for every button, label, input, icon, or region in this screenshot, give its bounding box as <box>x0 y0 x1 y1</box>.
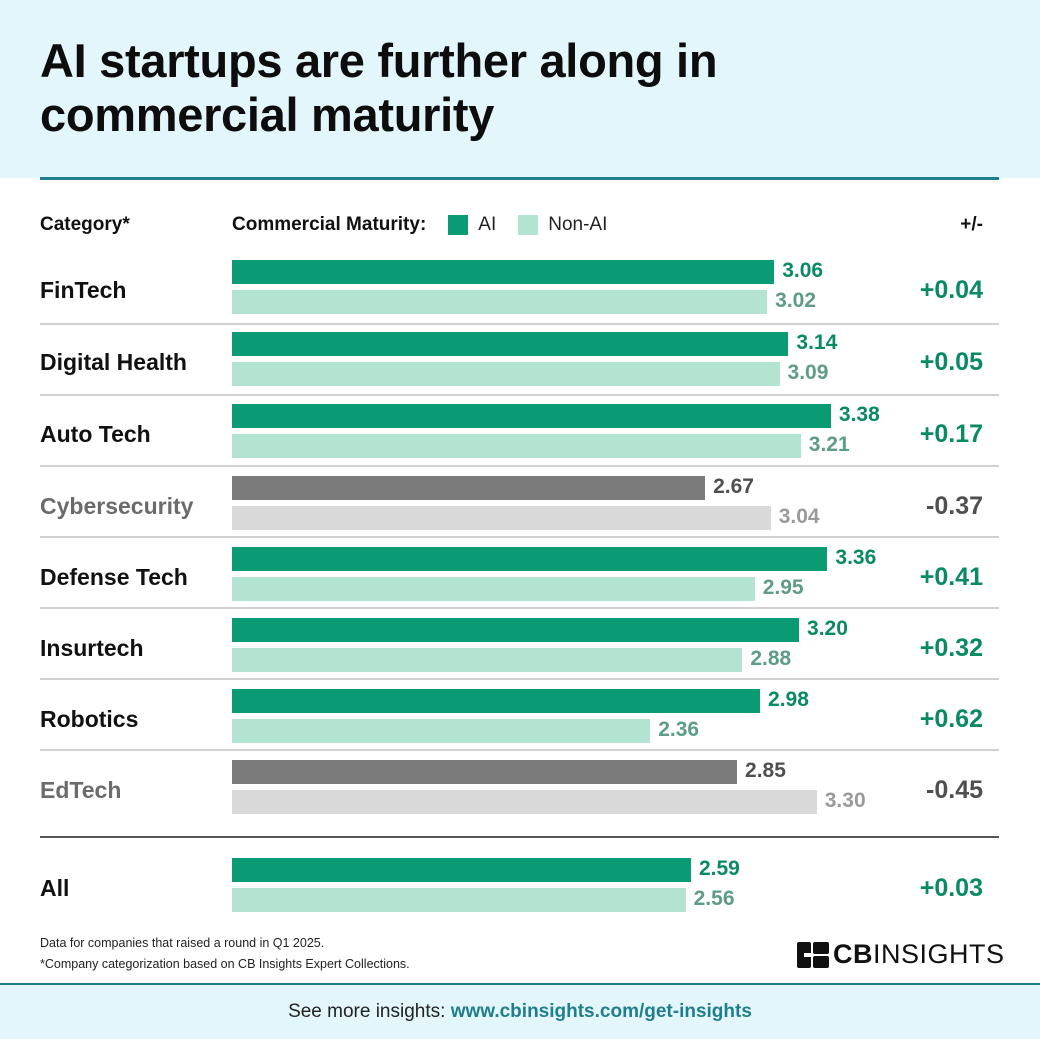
bar-nonai-insurtech <box>232 648 743 672</box>
legend-ai-label: AI <box>478 214 497 235</box>
bar-ai-robotics <box>232 689 761 713</box>
category-label-robotics: Robotics <box>40 706 139 732</box>
bar-ai-defense-tech <box>232 547 828 571</box>
bar-nonai-digital-health <box>232 362 780 386</box>
diff-robotics: +0.62 <box>919 705 983 733</box>
bar-ai-fintech <box>232 260 775 284</box>
title-divider <box>40 177 999 180</box>
diff-digital-health: +0.05 <box>919 348 983 376</box>
bar-nonai-defense-tech <box>232 577 755 601</box>
value-nonai-all: 2.56 <box>693 887 735 910</box>
bar-nonai-all <box>232 888 686 912</box>
category-label-digital-health: Digital Health <box>40 349 187 375</box>
category-header: Category* <box>40 214 130 235</box>
diff-cybersecurity: -0.37 <box>926 492 983 520</box>
bar-ai-edtech <box>232 760 738 784</box>
row-separator <box>40 678 999 680</box>
category-label-auto-tech: Auto Tech <box>40 421 151 447</box>
legend-label: Commercial Maturity: <box>232 214 427 235</box>
row-separator <box>40 536 999 538</box>
value-ai-robotics: 2.98 <box>768 688 809 711</box>
bar-nonai-auto-tech <box>232 434 801 458</box>
category-label-defense-tech: Defense Tech <box>40 564 188 590</box>
bar-nonai-fintech <box>232 290 768 314</box>
cbinsights-logo-icon <box>797 941 829 968</box>
row-separator <box>40 465 999 467</box>
bar-ai-all <box>232 858 691 882</box>
bar-ai-insurtech <box>232 618 800 642</box>
category-label-fintech: FinTech <box>40 277 127 303</box>
footer-prefix: See more insights: <box>288 1001 446 1022</box>
value-ai-digital-health: 3.14 <box>796 331 838 354</box>
category-label-cybersecurity: Cybersecurity <box>40 493 194 519</box>
footnote-categorization: *Company categorization based on CB Insi… <box>40 957 410 971</box>
diff-fintech: +0.04 <box>919 276 983 304</box>
diff-defense-tech: +0.41 <box>919 563 983 591</box>
value-ai-defense-tech: 3.36 <box>835 546 877 569</box>
diff-all: +0.03 <box>919 874 983 902</box>
legend-ai-swatch <box>448 215 469 235</box>
value-ai-auto-tech: 3.38 <box>838 403 880 426</box>
value-nonai-edtech: 3.30 <box>824 789 866 812</box>
footnote-data: Data for companies that raised a round i… <box>40 936 325 950</box>
value-nonai-digital-health: 3.09 <box>787 361 829 384</box>
cbinsights-logo-text: CBINSIGHTS <box>833 939 1005 969</box>
value-nonai-robotics: 2.36 <box>658 718 700 741</box>
value-nonai-defense-tech: 2.95 <box>762 576 804 599</box>
value-nonai-insurtech: 2.88 <box>750 647 792 670</box>
bar-nonai-cybersecurity <box>232 506 771 530</box>
value-ai-insurtech: 3.20 <box>807 617 848 640</box>
diff-auto-tech: +0.17 <box>919 420 983 448</box>
legend-nonai-label: Non-AI <box>548 214 608 235</box>
row-separator <box>40 323 999 325</box>
row-separator <box>40 836 999 838</box>
bar-nonai-edtech <box>232 790 817 814</box>
row-separator <box>40 394 999 396</box>
footer: See more insights: www.cbinsights.com/ge… <box>0 985 1040 1039</box>
value-nonai-cybersecurity: 3.04 <box>778 505 820 528</box>
header-band: AI startups are further along in commerc… <box>0 0 1040 178</box>
bar-ai-cybersecurity <box>232 476 706 500</box>
category-label-edtech: EdTech <box>40 777 122 803</box>
footer-link[interactable]: www.cbinsights.com/get-insights <box>450 1001 752 1022</box>
cbinsights-logo: CBINSIGHTS <box>797 939 1005 970</box>
chart-title: AI startups are further along in commerc… <box>40 34 718 141</box>
bar-nonai-robotics <box>232 719 651 743</box>
value-ai-edtech: 2.85 <box>745 759 786 782</box>
value-nonai-auto-tech: 3.21 <box>808 433 850 456</box>
diff-header: +/- <box>960 214 983 235</box>
bar-ai-auto-tech <box>232 404 831 428</box>
category-label-all: All <box>40 875 70 901</box>
legend-nonai-swatch <box>518 215 539 235</box>
category-label-insurtech: Insurtech <box>40 635 144 661</box>
diff-edtech: -0.45 <box>926 776 983 804</box>
footer-divider <box>0 983 1040 985</box>
row-separator <box>40 607 999 609</box>
row-separator <box>40 749 999 751</box>
value-nonai-fintech: 3.02 <box>775 289 817 312</box>
bar-ai-digital-health <box>232 332 789 356</box>
value-ai-cybersecurity: 2.67 <box>713 475 754 498</box>
value-ai-all: 2.59 <box>698 857 740 880</box>
diff-insurtech: +0.32 <box>919 634 983 662</box>
legend: Commercial Maturity: AI Non-AI <box>232 214 629 236</box>
value-ai-fintech: 3.06 <box>782 259 824 282</box>
